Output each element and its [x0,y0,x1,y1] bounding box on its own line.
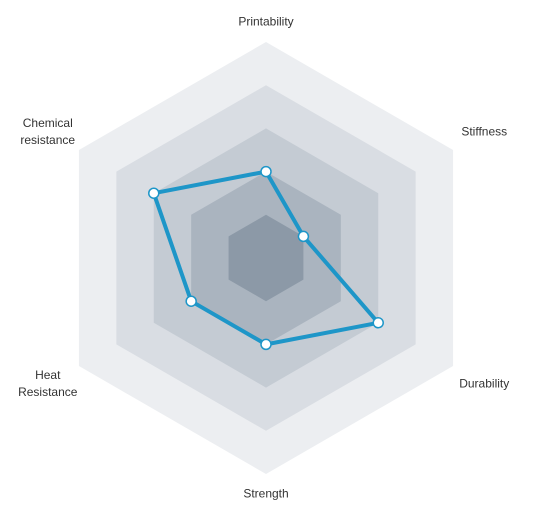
axis-label: Stiffness [461,124,508,139]
axis-label: Durability [459,376,510,391]
axis-label: Strength [243,486,289,501]
data-point [148,187,160,199]
axis-label: Printability [238,14,294,29]
data-point [297,230,310,243]
grid-ring [228,214,304,302]
data-point [185,295,197,307]
data-point [260,165,272,178]
axis-label: Heat Resistance [18,368,78,399]
axis-label: Chemical resistance [20,116,76,147]
data-point [260,338,272,351]
data-point [372,317,384,329]
